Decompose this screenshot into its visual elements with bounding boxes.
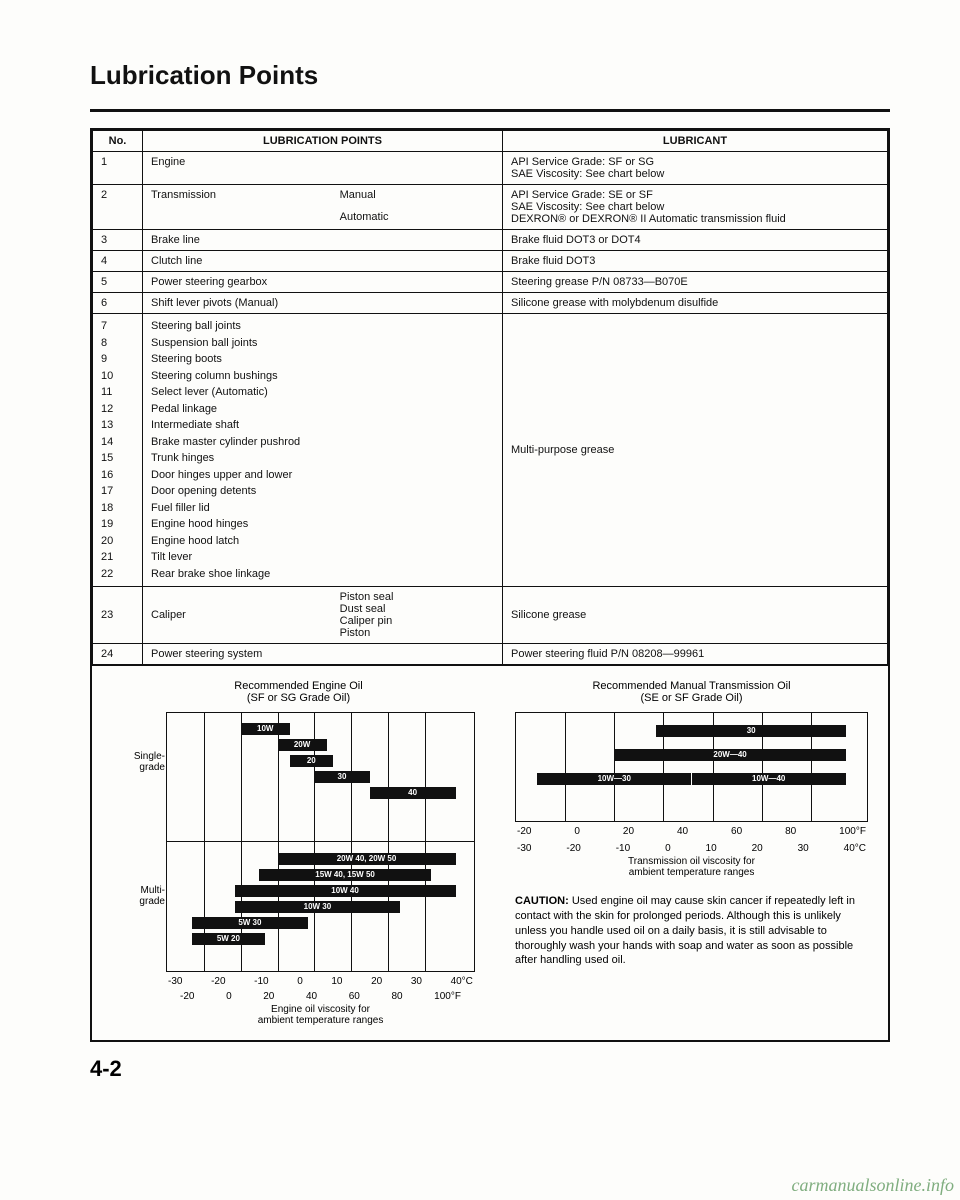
cell-no-group: 78910111213141516171819202122 [93, 314, 143, 587]
page-title: Lubrication Points [90, 60, 890, 91]
axis-caption: Engine oil viscosity for ambient tempera… [166, 1004, 475, 1026]
header-lubricant: LUBRICANT [503, 131, 888, 152]
lubrication-table: No. LUBRICATION POINTS LUBRICANT 1 Engin… [92, 130, 888, 665]
cell-point-main: Caliper [151, 609, 340, 621]
chart-box: 3020W—4010W—3010W—40 [515, 712, 868, 822]
cell-point: Shift lever pivots (Manual) [143, 293, 503, 314]
cell-no: 2 [93, 185, 143, 230]
table-row: 6 Shift lever pivots (Manual) Silicone g… [93, 293, 888, 314]
cell-lubricant: Power steering fluid P/N 08208—99961 [503, 644, 888, 665]
chart-title: Recommended Manual Transmission Oil (SE … [515, 680, 868, 704]
table-row: 23 Caliper Piston sealDust sealCaliper p… [93, 587, 888, 644]
side-label: Multi- grade [125, 885, 165, 907]
cell-point-sub: Automatic [340, 211, 389, 223]
caution-label: CAUTION: [515, 895, 569, 907]
caution-text: CAUTION: Used engine oil may cause skin … [515, 894, 868, 968]
cell-no: 4 [93, 251, 143, 272]
cell-lubricant: Brake fluid DOT3 [503, 251, 888, 272]
page: Lubrication Points No. LUBRICATION POINT… [0, 0, 960, 1200]
header-points: LUBRICATION POINTS [143, 131, 503, 152]
axis-celsius: -30-20-10010203040°C [515, 843, 868, 854]
cell-lubricant: Brake fluid DOT3 or DOT4 [503, 230, 888, 251]
cell-point: Clutch line [143, 251, 503, 272]
side-label: Single- grade [125, 751, 165, 773]
engine-oil-chart: Recommended Engine Oil (SF or SG Grade O… [122, 680, 475, 1026]
chart-box: Single- grade Multi- grade 10W20W2030402… [166, 712, 475, 972]
table-row: 4 Clutch line Brake fluid DOT3 [93, 251, 888, 272]
table-row: 24 Power steering system Power steering … [93, 644, 888, 665]
page-number: 4-2 [90, 1056, 890, 1082]
cell-lubricant: Silicone grease [503, 587, 888, 644]
cell-no: 1 [93, 152, 143, 185]
axis-fahrenheit: -20020406080100°F [166, 991, 475, 1002]
axis-caption: Transmission oil viscosity for ambient t… [515, 856, 868, 878]
cell-no: 6 [93, 293, 143, 314]
charts-row: Recommended Engine Oil (SF or SG Grade O… [92, 665, 888, 1040]
header-no: No. [93, 131, 143, 152]
cell-point-group: Steering ball jointsSuspension ball join… [143, 314, 503, 587]
axis-fahrenheit: -20020406080100°F [515, 826, 868, 837]
watermark: carmanualsonline.info [792, 1175, 955, 1196]
cell-no: 5 [93, 272, 143, 293]
cell-point: Brake line [143, 230, 503, 251]
table-row: 1 Engine API Service Grade: SF or SG SAE… [93, 152, 888, 185]
cell-lubricant: Steering grease P/N 08733—B070E [503, 272, 888, 293]
cell-no: 3 [93, 230, 143, 251]
transmission-oil-chart: Recommended Manual Transmission Oil (SE … [515, 680, 868, 1026]
cell-point-main: Transmission [151, 189, 340, 223]
cell-lubricant: API Service Grade: SF or SG SAE Viscosit… [503, 152, 888, 185]
cell-lubricant: API Service Grade: SE or SF SAE Viscosit… [503, 185, 888, 230]
cell-point: Transmission Manual Automatic [143, 185, 503, 230]
cell-point: Power steering gearbox [143, 272, 503, 293]
table-header-row: No. LUBRICATION POINTS LUBRICANT [93, 131, 888, 152]
cell-point: Engine [143, 152, 503, 185]
axis-celsius: -30-20-10010203040°C [166, 976, 475, 987]
cell-no: 24 [93, 644, 143, 665]
cell-point: Power steering system [143, 644, 503, 665]
cell-point: Caliper Piston sealDust sealCaliper pinP… [143, 587, 503, 644]
cell-no: 23 [93, 587, 143, 644]
divider [90, 109, 890, 112]
content-box: No. LUBRICATION POINTS LUBRICANT 1 Engin… [90, 128, 890, 1042]
table-row: 2 Transmission Manual Automatic API Serv… [93, 185, 888, 230]
cell-point-sub: Manual [340, 189, 389, 201]
table-row-group: 78910111213141516171819202122 Steering b… [93, 314, 888, 587]
cell-lubricant: Multi-purpose grease [503, 314, 888, 587]
table-row: 3 Brake line Brake fluid DOT3 or DOT4 [93, 230, 888, 251]
chart-title: Recommended Engine Oil (SF or SG Grade O… [122, 680, 475, 704]
table-row: 5 Power steering gearbox Steering grease… [93, 272, 888, 293]
cell-lubricant: Silicone grease with molybdenum disulfid… [503, 293, 888, 314]
